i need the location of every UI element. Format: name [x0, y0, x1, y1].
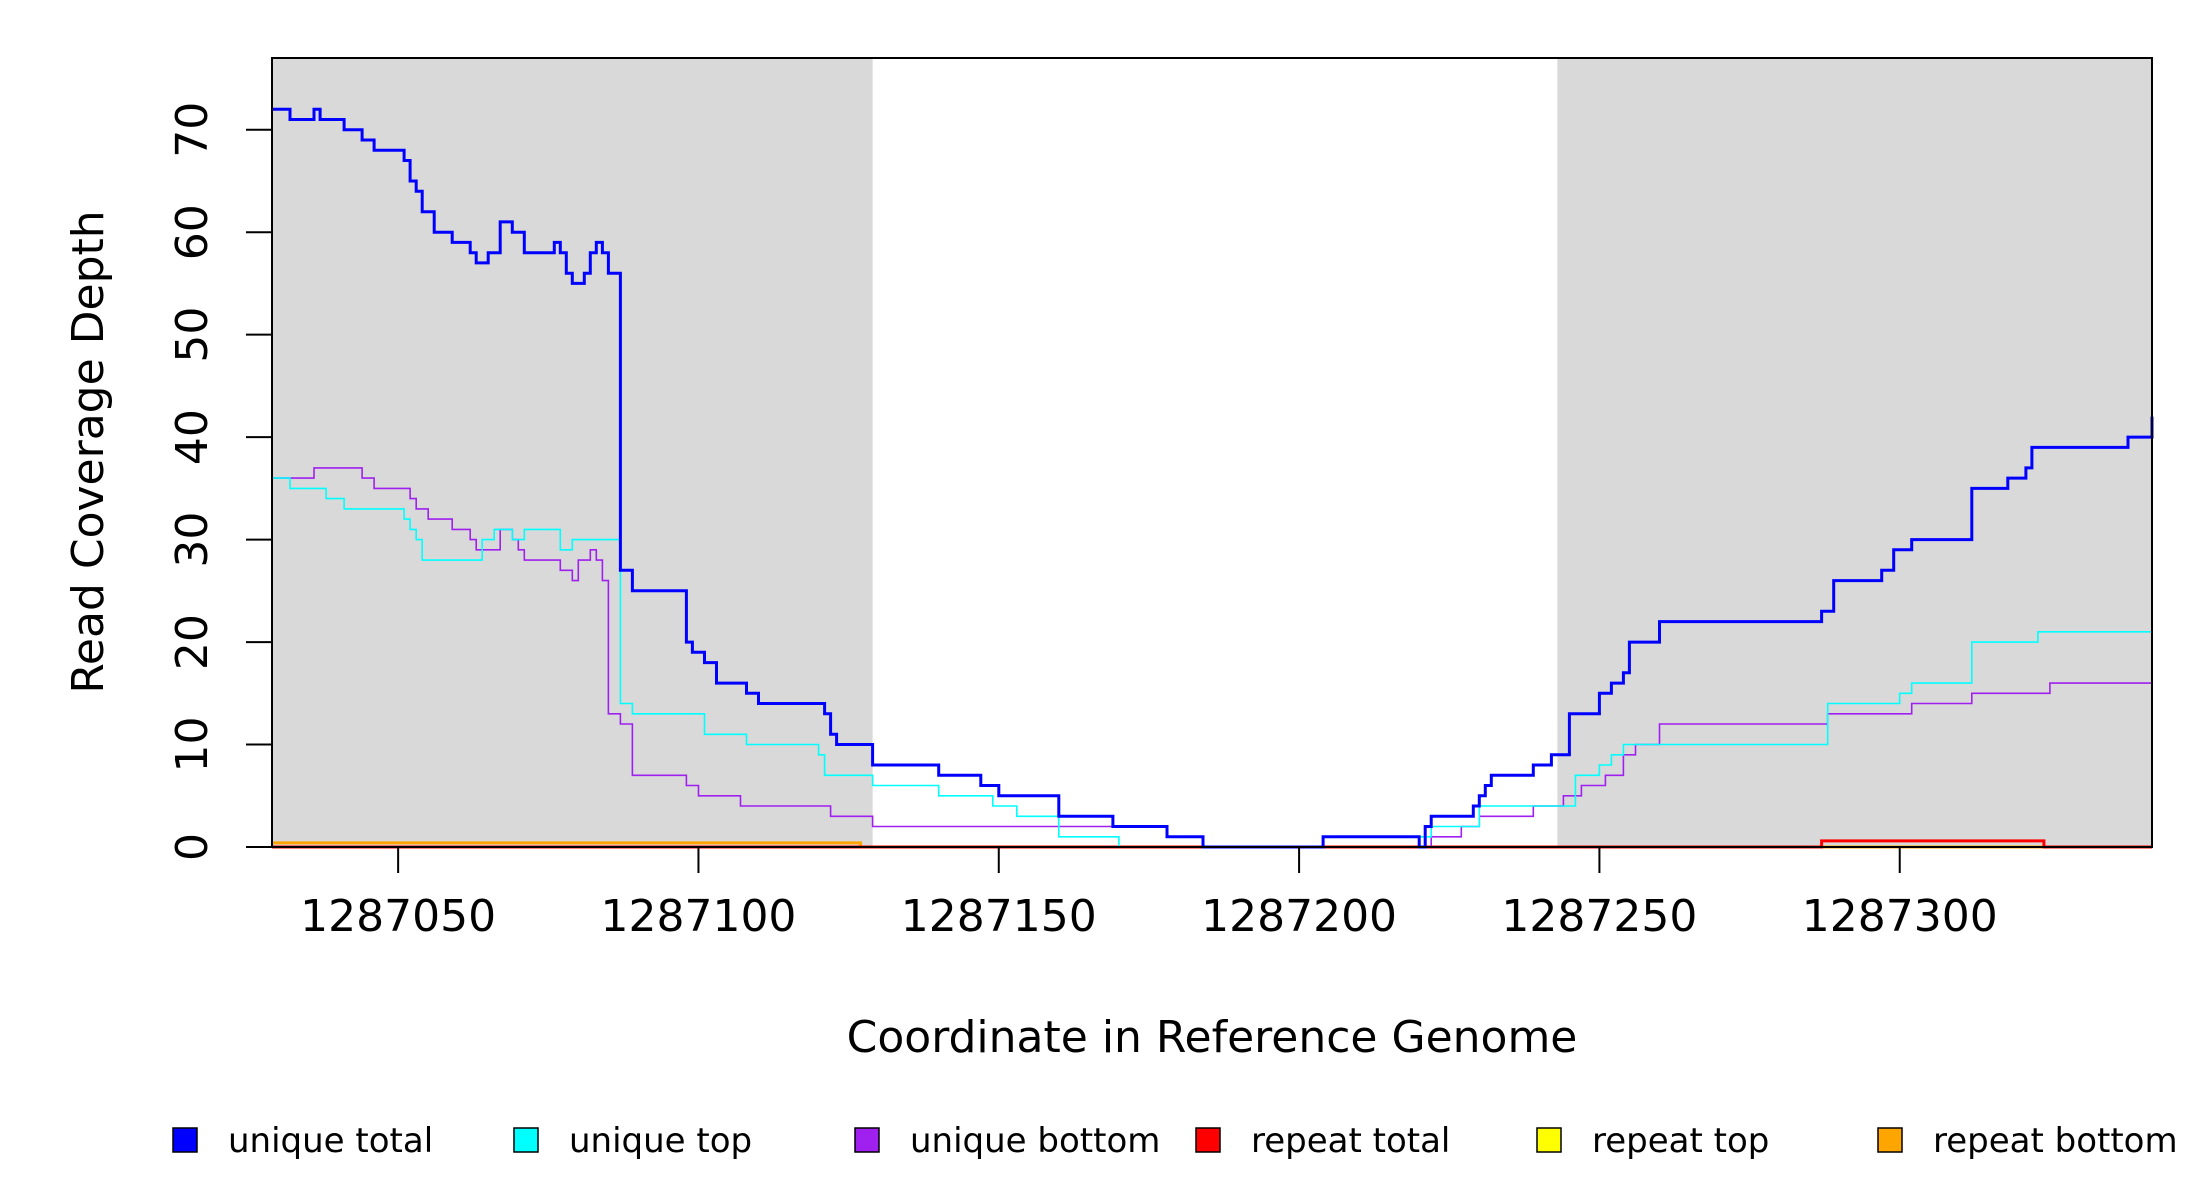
legend-swatch	[172, 1127, 198, 1153]
y-tick-label: 40	[167, 409, 218, 465]
legend-item-repeat-total: repeat total	[1195, 1121, 1450, 1161]
legend-swatch	[854, 1127, 880, 1153]
x-tick-label: 1287050	[300, 891, 496, 942]
legend: unique total unique top unique bottom repea…	[172, 1121, 2178, 1161]
y-tick-label: 60	[167, 204, 218, 260]
series-line-unique-total	[272, 107, 2154, 849]
y-tick-label: 70	[167, 102, 218, 158]
legend-item-repeat-bottom: repeat bottom	[1877, 1121, 2178, 1161]
legend-label: unique bottom	[910, 1121, 1160, 1161]
shaded-region-0	[272, 58, 873, 847]
shaded-regions	[272, 58, 2152, 847]
y-tick-label: 20	[167, 614, 218, 670]
y-tick-label: 30	[167, 512, 218, 568]
y-axis-title: Read Coverage Depth	[63, 210, 114, 693]
legend-label: unique total	[228, 1121, 433, 1161]
legend-swatch	[1877, 1127, 1903, 1153]
y-tick-label: 10	[167, 717, 218, 773]
y-tick-label: 0	[167, 833, 218, 861]
legend-item-unique-bottom: unique bottom	[854, 1121, 1160, 1161]
x-tick-label: 1287300	[1802, 891, 1998, 942]
legend-item-unique-total: unique total	[172, 1121, 433, 1161]
legend-swatch	[1536, 1127, 1562, 1153]
x-tick-label: 1287200	[1201, 891, 1397, 942]
shaded-region-1	[1557, 58, 2152, 847]
plot-frame	[271, 57, 2153, 848]
legend-swatch	[1195, 1127, 1221, 1153]
legend-label: repeat bottom	[1933, 1121, 2178, 1161]
legend-swatch	[513, 1127, 539, 1153]
x-tick-label: 1287150	[901, 891, 1097, 942]
series-line-unique-bottom	[272, 467, 2153, 848]
legend-label: repeat total	[1251, 1121, 1450, 1161]
x-tick-label: 1287100	[600, 891, 796, 942]
legend-item-unique-top: unique top	[513, 1121, 752, 1161]
legend-item-repeat-top: repeat top	[1536, 1121, 1769, 1161]
x-tick-label: 1287250	[1501, 891, 1697, 942]
y-tick-label: 50	[167, 307, 218, 363]
x-axis-title: Coordinate in Reference Genome	[847, 1012, 1578, 1063]
y-axis: 0 10 20 30 40 50 60 70	[167, 102, 272, 861]
legend-label: unique top	[569, 1121, 752, 1161]
series-line-unique-top	[272, 477, 2153, 848]
x-axis: 1287050 1287100 1287150 1287200 1287250 12873…	[300, 847, 1998, 942]
legend-label: repeat top	[1592, 1121, 1769, 1161]
